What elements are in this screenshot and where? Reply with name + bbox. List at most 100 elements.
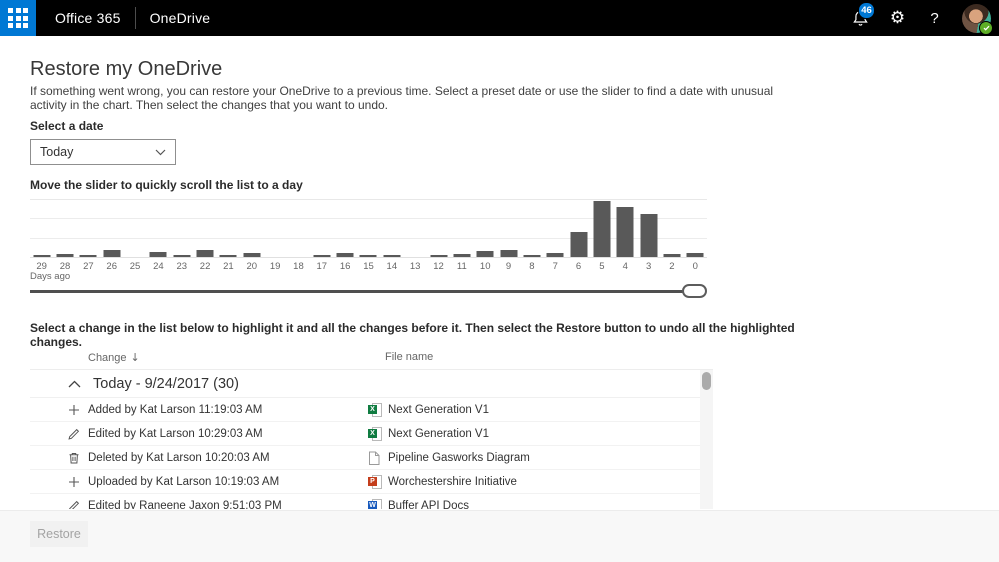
gear-icon: ⚙ — [889, 7, 906, 28]
powerpoint-file-icon: P — [368, 474, 382, 489]
slider-thumb[interactable] — [682, 284, 707, 298]
file-name: Next Generation V1 — [388, 403, 490, 416]
plus-icon — [68, 404, 80, 416]
chart-column — [357, 199, 380, 257]
office-365-brand[interactable]: Office 365 — [55, 10, 121, 26]
help-icon: ? — [930, 9, 939, 27]
chart-tick-label: 7 — [552, 261, 558, 272]
chart-column — [567, 199, 590, 257]
chart-bar — [686, 253, 704, 257]
date-dropdown[interactable]: Today — [30, 139, 176, 165]
chart-column — [544, 199, 567, 257]
chart-bar — [616, 206, 634, 257]
chart-tick-label: 29 — [36, 261, 47, 272]
restore-button[interactable]: Restore — [30, 521, 88, 547]
footer-bar: Restore — [0, 510, 999, 562]
chart-column — [660, 199, 683, 257]
change-row[interactable]: Edited by Kat Larson 10:29:03 AM X Next Ge… — [30, 422, 713, 446]
chevron-down-icon — [155, 149, 166, 156]
chart-bar — [33, 255, 51, 257]
chart-bars — [30, 199, 707, 257]
notification-badge: 46 — [858, 2, 875, 19]
change-description: Edited by Kat Larson 10:29:03 AM — [88, 427, 263, 440]
change-row[interactable]: Deleted by Kat Larson 10:20:03 AM Pipelin… — [30, 446, 713, 470]
chart-tick-label: 21 — [223, 261, 234, 272]
chart-tick-label: 26 — [106, 261, 117, 272]
file-name: Next Generation V1 — [388, 427, 490, 440]
chevron-up-icon — [68, 380, 81, 388]
chart-bar — [593, 200, 611, 257]
pencil-icon — [68, 428, 80, 440]
chart-column — [147, 199, 170, 257]
list-scrollbar[interactable] — [700, 370, 713, 509]
plus-icon — [68, 476, 80, 488]
chart-tick-label: 19 — [269, 261, 281, 272]
chart-tick-label: 27 — [83, 261, 94, 272]
file-name-column-header[interactable]: File name — [385, 351, 434, 363]
chart-bar — [476, 251, 494, 257]
chart-tick-label: 3 — [645, 261, 652, 272]
file-cell: P Worchestershire Initiative — [368, 474, 517, 489]
group-label: Today - 9/24/2017 (30) — [93, 375, 239, 392]
chart-tick-label: 11 — [456, 261, 467, 272]
chart-bar — [336, 253, 354, 257]
activity-chart — [30, 199, 707, 258]
topbar: Office 365 OneDrive 46 ⚙ ? — [0, 0, 999, 36]
file-app-badge: X — [368, 428, 377, 438]
list-rows: Added by Kat Larson 11:19:03 AM X Next Gen… — [30, 398, 713, 509]
changes-list: Today - 9/24/2017 (30) Added by Kat Lars… — [30, 369, 713, 509]
chart-tick-label: 17 — [316, 261, 328, 272]
date-dropdown-value: Today — [40, 145, 74, 159]
notifications-button[interactable]: 46 — [842, 0, 879, 36]
chart-tick-label: 15 — [363, 261, 374, 272]
help-button[interactable]: ? — [916, 0, 953, 36]
chart-column — [170, 199, 193, 257]
chart-column — [240, 199, 263, 257]
change-row[interactable]: Added by Kat Larson 11:19:03 AM X Next Gen… — [30, 398, 713, 422]
change-description: Uploaded by Kat Larson 10:19:03 AM — [88, 475, 280, 488]
file-app-badge: W — [368, 500, 377, 509]
excel-file-icon: X — [368, 426, 382, 441]
app-launcher-button[interactable] — [0, 0, 36, 36]
chart-tick-label: 18 — [293, 261, 304, 272]
sort-descending-icon: ↓ — [130, 351, 140, 364]
change-description: Deleted by Kat Larson 10:20:03 AM — [88, 451, 270, 464]
slider-caption: Move the slider to quickly scroll the li… — [30, 178, 303, 192]
scrollbar-thumb[interactable] — [702, 372, 711, 390]
chart-bar — [663, 254, 681, 257]
group-row-today[interactable]: Today - 9/24/2017 (30) — [30, 370, 713, 398]
brand-divider — [134, 7, 136, 29]
chart-tick-label: 2 — [669, 261, 675, 272]
file-app-badge: X — [368, 404, 377, 414]
change-row[interactable]: Uploaded by Kat Larson 10:19:03 AM P Worch… — [30, 470, 713, 494]
chart-bar — [243, 253, 261, 257]
page-description: If something went wrong, you can restore… — [30, 84, 774, 112]
chart-tick-label: 16 — [339, 261, 351, 272]
chart-tick-label: 8 — [529, 261, 535, 272]
onedrive-app-name[interactable]: OneDrive — [149, 10, 211, 26]
account-button[interactable] — [953, 0, 999, 36]
chart-column — [404, 199, 427, 257]
day-slider[interactable] — [30, 284, 707, 298]
chart-column — [474, 199, 497, 257]
chart-bar — [196, 250, 214, 257]
change-column-header[interactable]: Change ↓ — [88, 351, 140, 364]
change-column-label: Change — [88, 351, 127, 364]
file-name: Worchestershire Initiative — [388, 475, 517, 488]
chart-tick-label: 12 — [433, 261, 444, 272]
chart-tick-label: 9 — [505, 261, 512, 272]
chart-tick-label: 25 — [129, 261, 141, 272]
list-instruction: Select a change in the list below to hig… — [30, 321, 795, 349]
chart-column — [310, 199, 333, 257]
chart-tick-label: 10 — [479, 261, 491, 272]
chart-bar — [173, 255, 191, 257]
chart-bar — [570, 231, 588, 257]
chart-column — [53, 199, 76, 257]
change-row[interactable]: Edited by Raneene Jaxon 9:51:03 PM W Buffe… — [30, 494, 713, 509]
settings-button[interactable]: ⚙ — [879, 0, 916, 36]
file-cell: W Buffer API Docs — [368, 498, 469, 509]
word-file-icon: W — [368, 498, 382, 509]
chart-tick-label: 0 — [692, 261, 698, 272]
slider-track[interactable] — [30, 290, 703, 293]
chart-bar — [79, 255, 97, 257]
